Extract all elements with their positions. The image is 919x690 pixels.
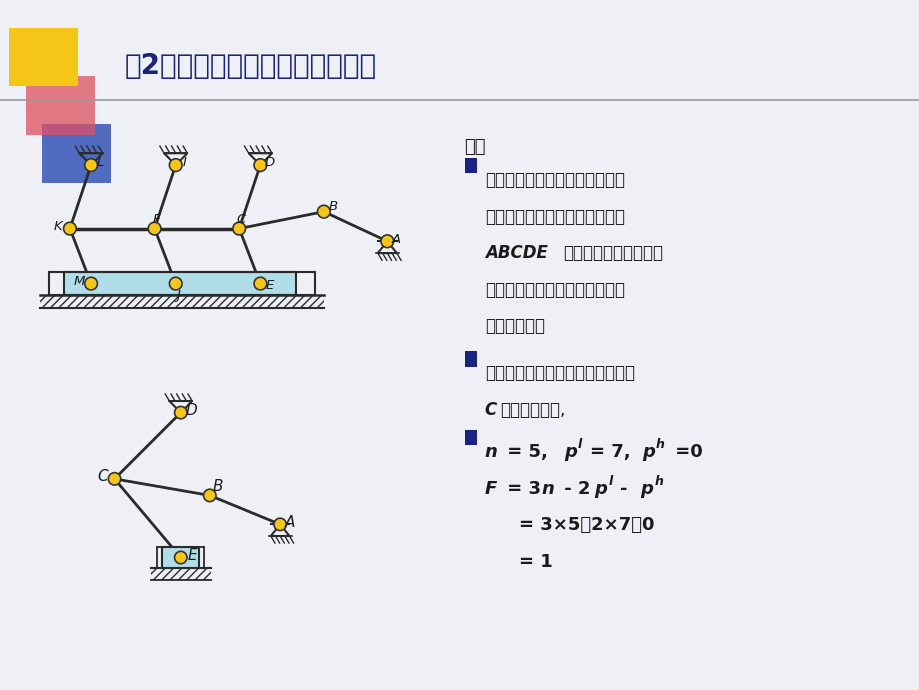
Circle shape: [274, 518, 286, 531]
Text: n: n: [484, 443, 497, 461]
Text: h: h: [653, 475, 663, 488]
Text: = 1: = 1: [518, 553, 552, 571]
Circle shape: [169, 159, 182, 171]
Text: L: L: [96, 157, 104, 170]
Circle shape: [108, 473, 120, 485]
Text: 机构的运动传递没有影响，故引: 机构的运动传递没有影响，故引: [484, 281, 624, 299]
Bar: [9, 28, 78, 86]
Text: D: D: [185, 403, 197, 418]
Text: E: E: [266, 279, 274, 292]
Text: p: p: [563, 443, 576, 461]
Circle shape: [148, 222, 161, 235]
Text: M: M: [74, 275, 85, 288]
Bar: [464, 430, 476, 445]
Circle shape: [169, 277, 182, 290]
Text: n: n: [541, 480, 554, 497]
Text: 运动传递的独立性来看，有机构: 运动传递的独立性来看，有机构: [484, 208, 624, 226]
Circle shape: [203, 489, 216, 502]
Circle shape: [85, 277, 97, 290]
Bar: [63, 272, 296, 295]
Text: K: K: [53, 220, 62, 233]
Bar: [26, 76, 95, 135]
Text: p: p: [641, 443, 654, 461]
Text: p: p: [640, 480, 652, 497]
Circle shape: [233, 222, 245, 235]
Text: J: J: [176, 289, 179, 302]
Bar: [464, 351, 476, 366]
Text: B: B: [212, 479, 223, 494]
Text: =0: =0: [668, 443, 702, 461]
Text: = 7,: = 7,: [589, 443, 642, 461]
Text: 解：: 解：: [464, 138, 485, 156]
Text: 例2：计算图示精压机构的自由度: 例2：计算图示精压机构的自由度: [124, 52, 376, 79]
Circle shape: [254, 159, 267, 171]
Text: 将机构中的虚约束部分去掉不计，: 将机构中的虚约束部分去掉不计，: [484, 364, 634, 382]
Text: C: C: [484, 401, 496, 419]
Text: 入了虚约束。: 入了虚约束。: [484, 317, 544, 335]
Circle shape: [380, 235, 393, 248]
Text: C: C: [97, 469, 108, 484]
Text: 该机构中存在结构对称部分，从: 该机构中存在结构对称部分，从: [484, 171, 624, 189]
Circle shape: [317, 206, 330, 218]
Text: 处为复合铰链,: 处为复合铰链,: [500, 401, 565, 419]
Bar: [464, 158, 476, 173]
Text: C: C: [236, 213, 245, 226]
Text: D: D: [265, 157, 275, 170]
Circle shape: [85, 159, 97, 171]
Circle shape: [63, 222, 76, 235]
Circle shape: [175, 551, 187, 564]
Circle shape: [254, 277, 267, 290]
Bar: [162, 546, 199, 569]
Text: I: I: [183, 157, 187, 170]
Text: A: A: [391, 233, 401, 246]
Text: - 2: - 2: [557, 480, 589, 497]
Text: B: B: [328, 200, 337, 213]
Text: ABCDE: ABCDE: [484, 244, 547, 262]
Bar: [42, 124, 111, 183]
Text: = 3×5％2×7！0: = 3×5％2×7！0: [518, 516, 653, 534]
Text: h: h: [655, 438, 664, 451]
Text: p: p: [594, 480, 607, 497]
Circle shape: [175, 406, 187, 419]
Text: 就可以了，其余部分对: 就可以了，其余部分对: [562, 244, 663, 262]
Text: = 5,: = 5,: [501, 443, 561, 461]
Text: A: A: [285, 515, 295, 530]
Text: l: l: [607, 475, 612, 488]
Text: = 3: = 3: [501, 480, 540, 497]
Text: E: E: [187, 548, 197, 563]
Text: F: F: [153, 213, 160, 226]
Text: l: l: [577, 438, 582, 451]
Text: F: F: [484, 480, 496, 497]
Text: -: -: [619, 480, 633, 497]
